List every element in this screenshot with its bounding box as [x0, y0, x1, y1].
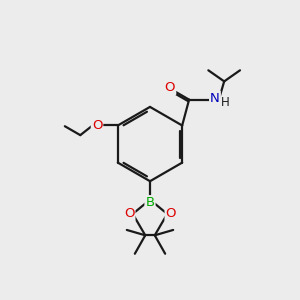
Text: O: O — [92, 119, 102, 132]
Text: O: O — [165, 81, 175, 94]
Text: O: O — [124, 207, 134, 220]
Text: O: O — [166, 207, 176, 220]
Text: H: H — [221, 96, 230, 109]
Text: N: N — [210, 92, 220, 105]
Text: B: B — [146, 196, 154, 209]
